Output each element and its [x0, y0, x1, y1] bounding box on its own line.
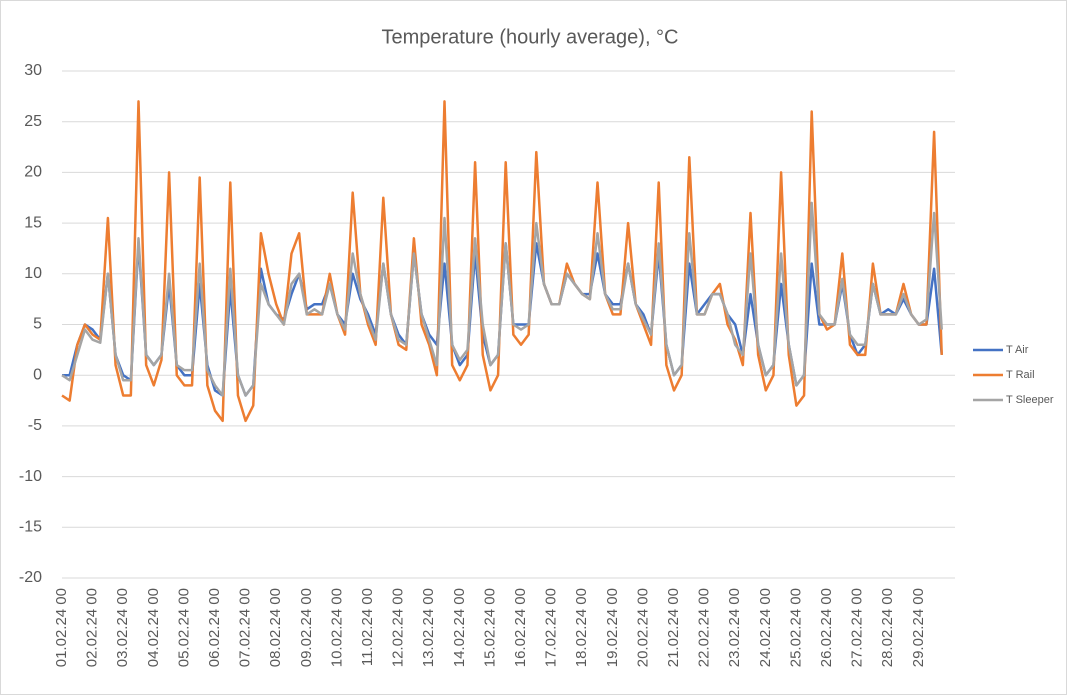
- y-tick-label: 20: [24, 164, 42, 181]
- y-tick-label: -5: [28, 417, 42, 434]
- x-tick-label: 27.02.24 00: [849, 588, 866, 667]
- x-tick-label: 24.02.24 00: [757, 588, 774, 667]
- x-tick-label: 26.02.24 00: [818, 588, 835, 667]
- x-tick-label: 01.02.24 00: [53, 588, 70, 667]
- legend-label: T Sleeper: [1006, 394, 1054, 406]
- x-tick-label: 15.02.24 00: [481, 588, 498, 667]
- x-tick-label: 29.02.24 00: [910, 588, 927, 667]
- x-tick-label: 09.02.24 00: [298, 588, 315, 667]
- y-tick-label: 5: [33, 316, 42, 333]
- y-tick-label: 10: [24, 265, 42, 282]
- y-tick-label: 0: [33, 366, 42, 383]
- x-tick-label: 11.02.24 00: [359, 588, 376, 666]
- y-tick-label: -10: [19, 468, 42, 485]
- chart-title: Temperature (hourly average), °C: [381, 26, 678, 48]
- y-tick-label: 25: [24, 113, 42, 130]
- x-tick-label: 04.02.24 00: [145, 588, 162, 667]
- x-tick-label: 13.02.24 00: [420, 588, 437, 667]
- x-tick-label: 22.02.24 00: [696, 588, 713, 667]
- x-tick-label: 23.02.24 00: [726, 588, 743, 667]
- y-tick-label: -20: [19, 569, 42, 586]
- x-tick-label: 14.02.24 00: [451, 588, 468, 667]
- x-tick-label: 19.02.24 00: [604, 588, 621, 667]
- x-tick-label: 28.02.24 00: [879, 588, 896, 667]
- series-line: [61, 100, 943, 423]
- x-tick-label: 07.02.24 00: [237, 588, 254, 667]
- x-tick-label: 05.02.24 00: [175, 588, 192, 667]
- x-tick-label: 02.02.24 00: [84, 588, 101, 667]
- legend-label: T Air: [1006, 344, 1029, 356]
- y-tick-label: 30: [24, 62, 42, 79]
- x-tick-label: 20.02.24 00: [634, 588, 651, 667]
- x-tick-label: 12.02.24 00: [390, 588, 407, 667]
- x-tick-label: 21.02.24 00: [665, 588, 682, 667]
- series-line: [61, 201, 943, 397]
- x-tick-label: 25.02.24 00: [787, 588, 804, 667]
- legend-label: T Rail: [1006, 369, 1035, 381]
- y-tick-label: -15: [19, 519, 42, 536]
- x-tick-label: 10.02.24 00: [328, 588, 345, 667]
- x-tick-label: 17.02.24 00: [543, 588, 560, 667]
- x-tick-label: 16.02.24 00: [512, 588, 529, 667]
- x-tick-label: 06.02.24 00: [206, 588, 223, 667]
- x-tick-label: 18.02.24 00: [573, 588, 590, 667]
- x-tick-label: 08.02.24 00: [267, 588, 284, 667]
- y-tick-label: 15: [24, 214, 42, 231]
- x-tick-label: 03.02.24 00: [114, 588, 131, 667]
